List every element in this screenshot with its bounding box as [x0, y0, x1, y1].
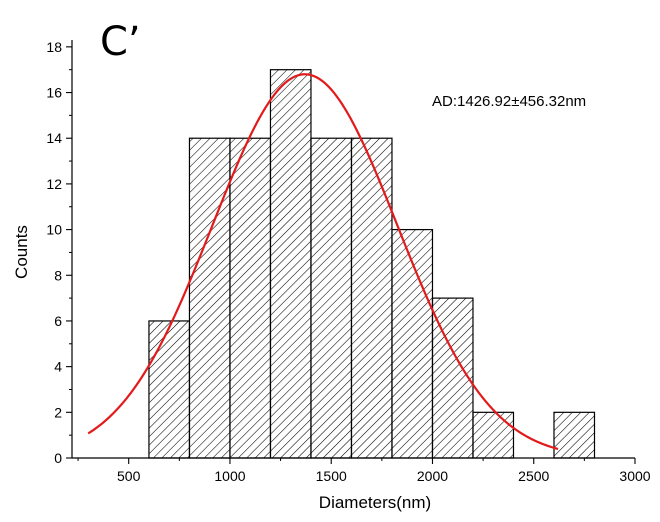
histogram-bar-2 — [229, 137, 272, 459]
histogram-bar-6 — [391, 228, 434, 459]
panel-label: C’ — [100, 19, 141, 65]
y-axis-label: Counts — [12, 225, 31, 279]
distribution-annotation: AD:1426.92±456.32nm — [432, 93, 586, 110]
x-tick-label-3: 2000 — [417, 468, 448, 484]
x-axis-label: Diameters(nm) — [319, 493, 431, 512]
y-tick-label-3: 6 — [54, 313, 62, 329]
histogram-bar-4 — [310, 137, 353, 459]
histogram-bar-9 — [553, 411, 596, 459]
histogram-bar-1 — [188, 137, 231, 459]
gaussian-fit-curve — [87, 73, 559, 451]
histogram-bar-3 — [269, 69, 312, 459]
y-tick-label-0: 0 — [54, 450, 62, 466]
histogram-bar-5 — [350, 137, 393, 459]
x-tick-label-0: 500 — [117, 468, 141, 484]
x-tick-label-5: 3000 — [619, 468, 650, 484]
fit-curve-layer — [87, 73, 559, 451]
histogram-bars-layer — [148, 69, 596, 459]
y-tick-label-1: 2 — [54, 404, 62, 420]
x-tick-label-1: 1000 — [214, 468, 245, 484]
y-axis-ticks: 0 2 4 6 8 10 12 14 16 18 — [46, 39, 72, 466]
x-tick-label-2: 1500 — [316, 468, 347, 484]
y-tick-label-4: 8 — [54, 267, 62, 283]
histogram-bar-0 — [148, 320, 191, 459]
y-tick-label-2: 4 — [54, 359, 62, 375]
y-tick-label-5: 10 — [46, 222, 62, 238]
y-tick-label-6: 12 — [46, 176, 62, 192]
x-axis-ticks: 500 1000 1500 2000 2500 3000 — [77, 458, 651, 484]
y-tick-label-8: 16 — [46, 85, 62, 101]
y-tick-label-9: 18 — [46, 39, 62, 55]
histogram-bar-8 — [472, 411, 515, 459]
x-tick-label-4: 2500 — [518, 468, 549, 484]
y-tick-label-7: 14 — [46, 130, 62, 146]
